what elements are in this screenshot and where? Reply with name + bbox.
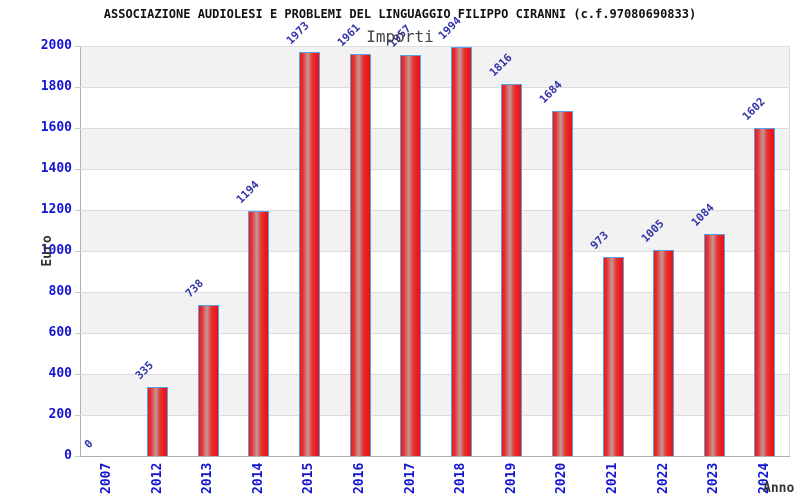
chart-title: ASSOCIAZIONE AUDIOLESI E PROBLEMI DEL LI… (103, 7, 697, 21)
x-tick-label: 2012 (149, 462, 165, 494)
bar (147, 387, 169, 456)
y-tick-label: 800 (48, 284, 72, 299)
plot-band (80, 169, 790, 210)
x-tick-label: 2020 (554, 462, 570, 494)
bar (248, 211, 270, 456)
bar (501, 83, 523, 456)
chart-subtitle: Importi (366, 27, 434, 46)
plot-band (80, 374, 790, 415)
bar (450, 47, 472, 456)
gridline-y (80, 128, 790, 129)
gridline-y (80, 333, 790, 334)
x-tick-label: 2017 (402, 462, 418, 494)
x-tick-label: 2014 (250, 462, 266, 494)
gridline-y (80, 210, 790, 211)
plot-band (80, 292, 790, 333)
plot-band (80, 251, 790, 292)
x-tick-label: 2021 (605, 462, 620, 494)
plot-area (80, 46, 790, 457)
gridline-y (80, 374, 790, 375)
plot-band (80, 415, 790, 456)
gridline-y (80, 87, 790, 88)
y-tick-label: 1800 (40, 79, 72, 94)
y-tick-label: 1200 (40, 202, 72, 217)
bar (197, 304, 219, 456)
gridline-y (80, 292, 790, 293)
bar (754, 127, 776, 456)
x-tick-label: 2018 (453, 462, 469, 494)
x-tick-label: 2013 (200, 462, 216, 494)
bar (349, 54, 371, 456)
x-tick-label: 2015 (301, 462, 317, 494)
x-axis-line (80, 456, 790, 457)
y-tick-label: 400 (48, 366, 72, 381)
x-tick-label: 2019 (503, 462, 519, 494)
x-tick-label: 2007 (99, 462, 114, 494)
x-tick-label: 2022 (655, 462, 671, 494)
plot-band (80, 87, 790, 128)
plot-band (80, 128, 790, 169)
y-tick-label: 200 (48, 407, 72, 422)
plot-band (80, 46, 790, 87)
bar (653, 249, 675, 456)
bar (298, 51, 320, 456)
plot-band (80, 333, 790, 374)
y-tick-label: 600 (48, 325, 72, 340)
gridline-y (80, 169, 790, 170)
bar (551, 110, 573, 456)
x-tick-label: 2023 (706, 462, 722, 494)
plot-band (80, 210, 790, 251)
y-tick-label: 1000 (40, 243, 72, 258)
y-tick-label: 0 (64, 448, 72, 463)
x-tick-label: 2016 (352, 462, 367, 494)
x-axis-title: Anno (763, 481, 795, 496)
y-tick-label: 1400 (40, 161, 72, 176)
y-axis-title: Euro (40, 235, 55, 267)
bar (400, 54, 422, 456)
gridline-y (80, 251, 790, 252)
bar (602, 256, 624, 456)
y-tick-label: 1600 (40, 120, 72, 135)
gridline-y (80, 46, 790, 47)
bar (703, 233, 725, 456)
gridline-y (80, 415, 790, 416)
